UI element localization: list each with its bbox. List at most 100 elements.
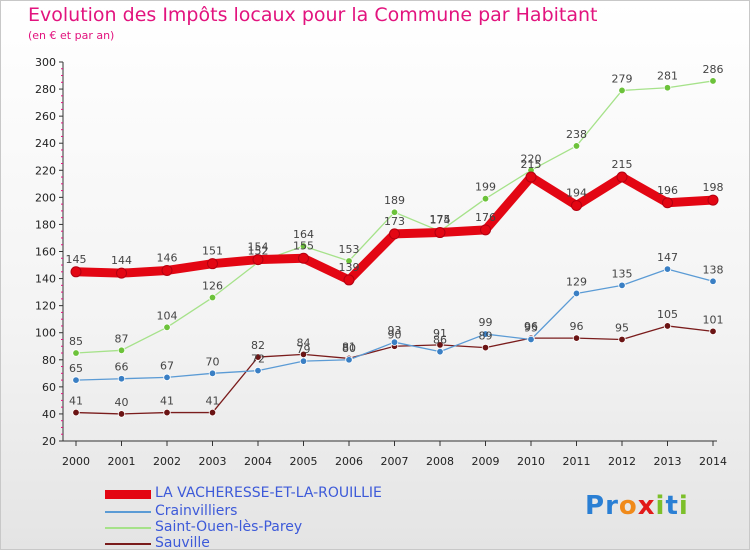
logo-letter: i [655,491,666,521]
data-label: 176 [475,211,496,224]
data-label: 199 [475,181,496,194]
x-tick-label: 2011 [563,455,591,468]
data-point [662,197,673,209]
x-tick-label: 2012 [608,455,636,468]
data-point [298,252,309,264]
data-point [208,369,217,378]
data-label: 96 [524,320,538,333]
data-point [707,194,719,206]
data-point [709,277,717,285]
data-label: 82 [251,339,265,352]
axes: 20 40 60 80 100 120 140 160 180 200 220 240 260 280 30… [35,56,727,468]
data-label: 286 [703,63,724,76]
y-tick-label: 220 [35,164,56,177]
data-point [572,334,581,342]
data-point [618,335,626,344]
x-tick-label: 2013 [654,455,682,468]
data-label: 70 [206,355,220,368]
data-label: 66 [115,361,129,374]
data-point [616,171,628,183]
legend-swatch-sauville [105,543,151,545]
data-point [252,254,264,266]
logo-letter: r [605,491,619,521]
data-point [254,353,262,361]
data-label: 129 [566,275,587,288]
data-point [709,77,717,85]
data-label: 164 [293,228,314,241]
data-point [389,228,400,240]
y-tick-label: 280 [35,83,56,96]
data-point [70,266,82,278]
data-point [527,335,535,344]
data-point [434,227,446,239]
y-tick-label: 200 [35,191,56,204]
y-tick-label: 240 [35,137,56,150]
y-tick-label: 180 [35,218,56,231]
data-label: 155 [293,239,314,252]
data-label: 215 [612,158,633,171]
data-label: 81 [342,340,356,353]
data-point [345,257,353,265]
legend-swatch-la-vacheresse [105,490,151,499]
data-label: 238 [566,128,587,141]
data-point [161,264,173,276]
data-label: 41 [69,395,83,408]
data-label: 101 [703,313,724,326]
logo-letter: P [585,491,606,521]
data-label: 80 [342,342,356,355]
y-tick-label: 60 [42,381,56,394]
data-label: 146 [157,251,178,264]
x-tick-label: 2008 [426,455,454,468]
data-label: 40 [115,396,129,409]
data-point [208,408,217,417]
logo-letter: t [665,491,679,521]
logo-letter: x [637,491,656,521]
data-label: 95 [524,321,538,334]
data-label: 135 [612,267,633,280]
x-tick-label: 2006 [335,455,363,468]
data-point [481,330,490,338]
y-tick-label: 160 [35,246,56,259]
data-label: 196 [657,184,678,197]
x-tick-label: 2001 [108,455,136,468]
data-label: 138 [703,263,724,276]
data-label: 65 [69,362,83,375]
data-point [390,208,399,216]
proxiti-logo: Proxiti [585,491,689,521]
data-label: 41 [206,395,220,408]
data-label: 139 [339,261,360,274]
data-point [481,195,490,203]
data-label: 85 [69,335,83,348]
data-label: 126 [202,280,223,293]
data-point [618,281,626,290]
data-label: 90 [388,328,402,341]
logo-letter: i [678,491,689,521]
data-point [436,347,444,356]
data-point [207,258,218,270]
data-point [254,366,262,375]
data-label: 84 [297,336,311,349]
logo-letter: o [618,491,638,521]
data-label: 79 [297,343,311,356]
data-label: 145 [66,253,87,266]
y-tick-label: 40 [42,408,56,421]
data-label: 147 [657,251,678,264]
legend-label-sauville: Sauville [155,535,210,551]
y-tick-label: 20 [42,435,56,448]
data-point [72,408,80,417]
x-tick-label: 2000 [62,455,90,468]
x-tick-label: 2009 [472,455,500,468]
data-point [117,375,126,383]
data-label: 86 [433,334,447,347]
y-tick-label: 100 [35,327,56,340]
data-label: 99 [479,316,493,329]
data-point [525,171,537,183]
data-label: 104 [157,309,178,322]
data-point [299,357,308,365]
data-point [571,199,582,211]
x-tick-label: 2014 [699,455,727,468]
data-label: 95 [615,321,629,334]
x-tick-label: 2003 [199,455,227,468]
